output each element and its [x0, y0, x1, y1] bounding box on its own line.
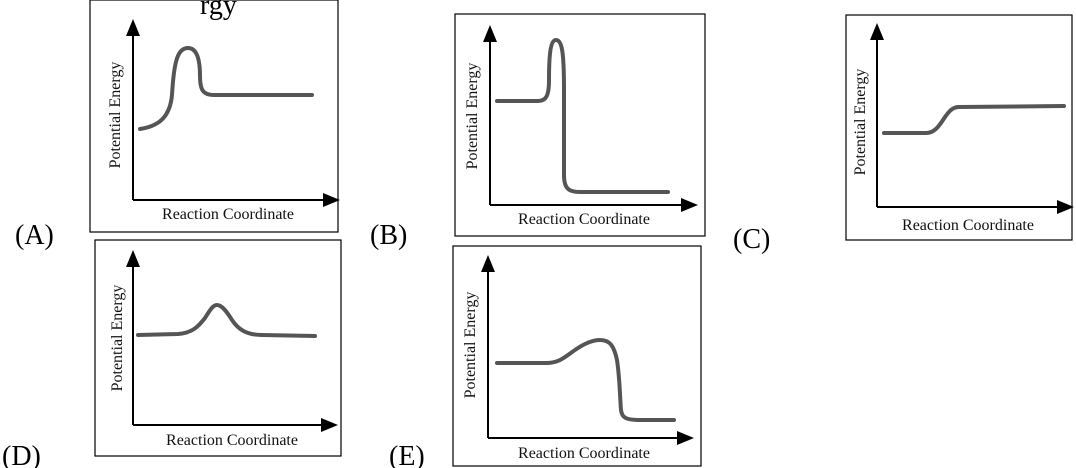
energy-diagram-d: Potential Energy Reaction Coordinate — [94, 239, 342, 457]
energy-curve — [882, 104, 1066, 135]
y-axis-arrow-icon — [126, 250, 140, 267]
x-axis-arrow-icon — [321, 418, 338, 432]
panel-frame — [454, 13, 706, 237]
energy-diagram-b: Potential Energy Reaction Coordinate — [454, 13, 706, 237]
panel-frame — [94, 239, 342, 457]
panel-frame — [845, 14, 1073, 241]
y-axis-arrow-icon — [483, 25, 497, 42]
option-label-c: (C) — [733, 224, 770, 255]
energy-curve — [136, 303, 317, 338]
x-axis-label: Reaction Coordinate — [166, 432, 298, 449]
energy-curve — [495, 38, 670, 194]
panel-frame — [452, 245, 702, 467]
y-axis-label: Potential Energy — [464, 63, 481, 170]
y-axis-arrow-icon — [481, 255, 495, 272]
option-label-b: (B) — [370, 220, 407, 251]
axes — [483, 25, 698, 212]
x-axis-label: Reaction Coordinate — [518, 445, 650, 462]
y-axis-arrow-icon — [126, 19, 140, 36]
energy-diagram-e: Potential Energy Reaction Coordinate — [452, 245, 702, 467]
y-axis-label: Potential Energy — [462, 292, 479, 399]
option-label-d: (D) — [2, 441, 41, 468]
x-axis-arrow-icon — [681, 198, 698, 212]
y-axis-label: Potential Energy — [109, 285, 126, 392]
x-axis-label: Reaction Coordinate — [162, 206, 294, 223]
y-axis-label: Potential Energy — [852, 69, 869, 176]
option-label-e: (E) — [389, 441, 425, 468]
x-axis-arrow-icon — [677, 431, 694, 445]
y-axis-arrow-icon — [870, 23, 884, 40]
axes — [481, 255, 694, 445]
header-partial-text: rgy — [200, 0, 237, 21]
option-label-a: (A) — [15, 220, 54, 251]
energy-diagram-a: Potential Energy Reaction Coordinate — [89, 0, 340, 233]
energy-curve — [138, 46, 314, 131]
axes — [126, 250, 338, 432]
energy-diagram-c: Potential Energy Reaction Coordinate — [845, 14, 1074, 241]
axes — [870, 23, 1074, 214]
panel-frame — [89, 0, 339, 233]
energy-curve — [495, 338, 676, 422]
axes — [126, 19, 340, 207]
x-axis-label: Reaction Coordinate — [902, 217, 1034, 234]
x-axis-arrow-icon — [1057, 200, 1074, 214]
y-axis-label: Potential Energy — [107, 62, 124, 169]
x-axis-arrow-icon — [323, 193, 340, 207]
x-axis-label: Reaction Coordinate — [518, 211, 650, 228]
